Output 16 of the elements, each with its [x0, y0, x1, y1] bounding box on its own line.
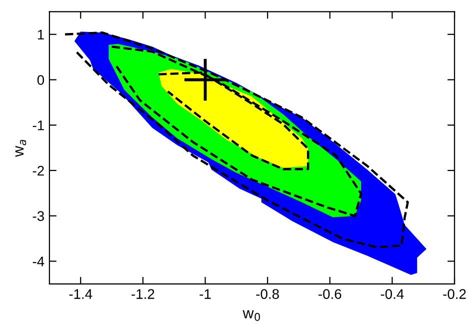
x-tick-label: -0.4: [380, 289, 404, 299]
x-tick-label: -0.2: [443, 289, 466, 299]
y-tick-label: -1: [32, 120, 44, 130]
x-tick-label: -1.2: [132, 289, 154, 299]
x-tick-label: -1: [200, 289, 211, 299]
x-tick-label: -0.6: [318, 289, 342, 299]
x-tick-label: -0.8: [256, 289, 279, 299]
y-tick-label: -4: [32, 256, 44, 266]
y-tick-label: 1: [38, 30, 44, 40]
x-tick-label: -1.4: [69, 289, 92, 299]
line-series: [64, 31, 409, 248]
y-tick-label: 0: [37, 75, 44, 85]
y-tick-label: -3: [32, 211, 44, 222]
y-tick-label: -2: [32, 166, 44, 176]
y-axis-title: w$_{a}$: [15, 140, 26, 157]
x-axis-title: w$_{0}$: [242, 310, 260, 321]
